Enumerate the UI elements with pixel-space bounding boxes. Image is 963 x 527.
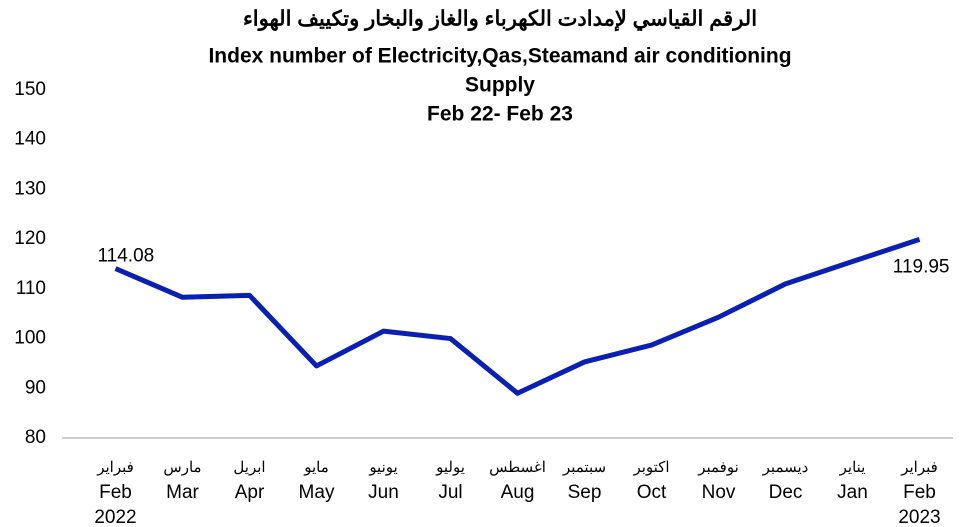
x-tick-label: Nov xyxy=(702,482,736,503)
x-tick-label-arabic: فبراير xyxy=(900,459,938,476)
x-tick-label-arabic: يناير xyxy=(839,459,866,476)
y-tick-label: 80 xyxy=(25,427,46,448)
y-tick-label: 150 xyxy=(14,79,46,100)
x-tick-label-arabic: اغسطس xyxy=(489,459,546,476)
x-tick-label-arabic: مارس xyxy=(163,459,201,476)
x-tick-label: Feb xyxy=(903,482,936,503)
x-tick-label-arabic: ديسمبر xyxy=(762,459,809,476)
chart-title-arabic: الرقم القياسي لإمدادت الكهرباء والغاز وا… xyxy=(243,8,757,32)
x-tick-label-arabic: يونيو xyxy=(368,459,397,476)
x-tick-label: 2023 xyxy=(898,507,940,527)
x-tick-label: 2022 xyxy=(94,507,136,527)
x-tick-label: Feb xyxy=(99,482,132,503)
x-tick-label: Sep xyxy=(568,482,602,503)
chart-title: Index number of Electricity,Qas,Steamand… xyxy=(208,45,791,68)
y-tick-label: 90 xyxy=(25,377,46,398)
y-tick-label: 140 xyxy=(14,129,46,150)
x-tick-label: Jun xyxy=(368,482,399,503)
y-tick-label: 110 xyxy=(16,278,46,299)
data-line xyxy=(114,237,921,396)
chart-title: Supply xyxy=(465,74,535,97)
x-tick-label: Apr xyxy=(235,482,265,503)
x-tick-label-arabic: سبتمبر xyxy=(562,459,606,476)
x-tick-label: Dec xyxy=(769,482,803,503)
y-tick-label: 120 xyxy=(14,228,46,249)
x-tick-label-arabic: ابريل xyxy=(233,459,265,476)
x-tick-label: Oct xyxy=(637,482,667,503)
chart-subtitle: Feb 22- Feb 23 xyxy=(427,103,573,126)
x-tick-label-arabic: مايو xyxy=(303,459,329,476)
y-tick-label: 130 xyxy=(14,178,46,199)
x-tick-label: Jul xyxy=(438,482,462,503)
x-tick-label: Mar xyxy=(166,482,199,503)
data-label: 114.08 xyxy=(98,246,155,267)
y-tick-label: 100 xyxy=(14,328,46,349)
data-label: 119.95 xyxy=(893,256,950,277)
x-tick-label: Aug xyxy=(501,482,535,503)
x-tick-label-arabic: نوفمبر xyxy=(697,459,739,476)
x-tick-label-arabic: اكتوبر xyxy=(632,459,669,476)
x-tick-label-arabic: يوليو xyxy=(435,459,465,476)
x-tick-label-arabic: فبراير xyxy=(96,459,134,476)
x-tick-label: May xyxy=(299,482,335,503)
x-tick-label: Jan xyxy=(837,482,868,503)
